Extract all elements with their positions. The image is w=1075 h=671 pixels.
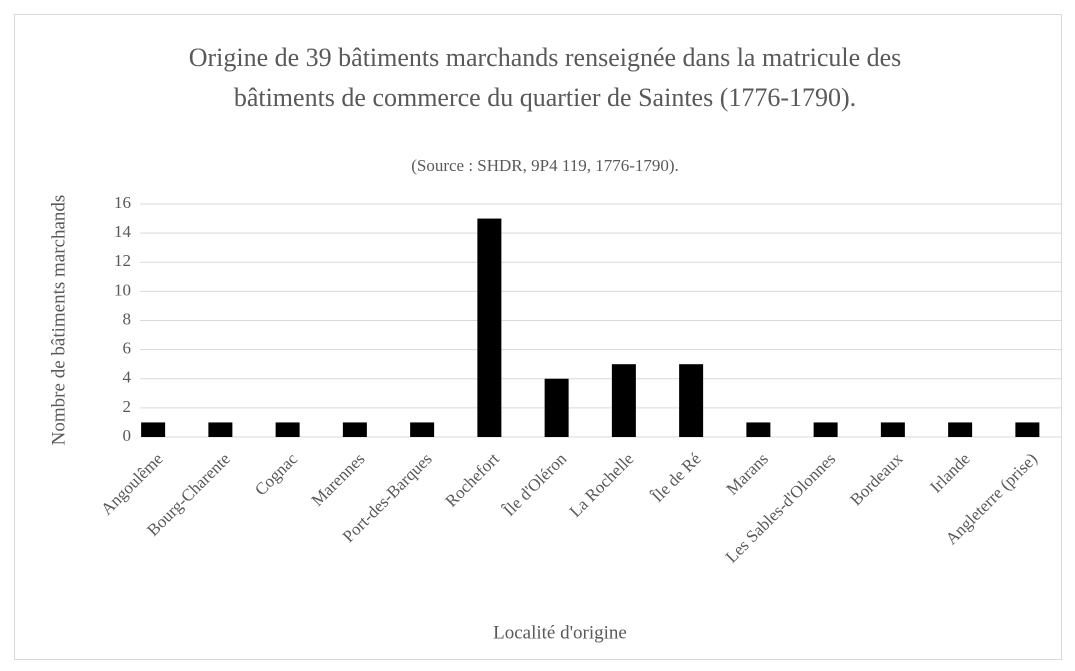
bar: [679, 364, 704, 437]
bar: [813, 422, 838, 437]
chart-title: Origine de 39 bâtiments marchands rensei…: [189, 43, 902, 72]
bar: [208, 422, 233, 437]
y-tick-label: 12: [114, 251, 131, 270]
y-axis-label: Nombre de bâtiments marchands: [48, 195, 69, 446]
bar: [611, 364, 636, 437]
chart-title: bâtiments de commerce du quartier de Sai…: [234, 83, 856, 112]
y-tick-label: 10: [114, 280, 131, 299]
bar: [880, 422, 905, 437]
chart-subtitle: (Source : SHDR, 9P4 119, 1776-1790).: [411, 156, 679, 175]
bar: [1015, 422, 1040, 437]
y-tick-label: 0: [123, 426, 132, 445]
y-tick-label: 16: [114, 193, 131, 212]
y-tick-label: 14: [114, 222, 132, 241]
y-tick-label: 6: [123, 339, 132, 358]
bar: [477, 218, 502, 437]
bar: [342, 422, 367, 437]
y-tick-label: 4: [123, 368, 132, 387]
bar: [746, 422, 771, 437]
chart-border: [14, 14, 1062, 660]
bar: [275, 422, 300, 437]
bar: [948, 422, 973, 437]
bar: [141, 422, 166, 437]
bar: [410, 422, 435, 437]
x-axis-label: Localité d'origine: [493, 622, 627, 643]
y-tick-label: 8: [123, 309, 132, 328]
y-tick-label: 2: [123, 397, 132, 416]
bar: [544, 378, 569, 437]
